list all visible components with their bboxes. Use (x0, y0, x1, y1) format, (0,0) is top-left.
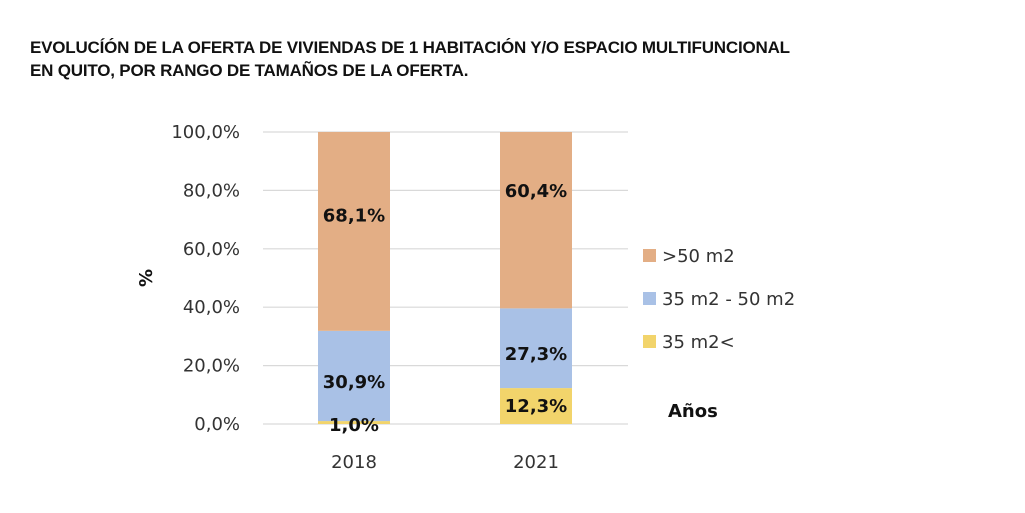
data-label: 12,3% (505, 396, 567, 417)
data-label: 1,0% (329, 415, 379, 436)
bar-segment (318, 330, 390, 422)
bars (318, 132, 572, 424)
y-tick-label: 0,0% (194, 414, 240, 435)
y-axis-label: % (136, 269, 157, 287)
x-tick-label: 2021 (513, 452, 559, 473)
y-axis-ticks: 0,0% 20,0% 40,0% 60,0% 80,0% 100,0% (171, 122, 240, 435)
chart-title: EVOLUCÍÓN DE LA OFERTA DE VIVIENDAS DE 1… (30, 36, 790, 82)
y-tick-label: 20,0% (183, 356, 240, 377)
gridlines (263, 131, 628, 425)
data-label: 68,1% (323, 205, 385, 226)
legend-swatch (643, 292, 656, 305)
legend-item: 35 m2 - 50 m2 (643, 289, 795, 310)
chart-title-line-2: EN QUITO, POR RANGO DE TAMAÑOS DE LA OFE… (30, 61, 469, 80)
data-label: 27,3% (505, 344, 567, 365)
legend-label: 35 m2 - 50 m2 (662, 289, 795, 310)
bar-segment (500, 308, 572, 389)
legend-item: 35 m2< (643, 332, 735, 353)
y-tick-label: 60,0% (183, 239, 240, 260)
bar-segment (500, 132, 572, 309)
bar-segment (500, 388, 572, 424)
y-tick-label: 40,0% (183, 297, 240, 318)
x-axis-ticks: 2018 2021 (331, 452, 559, 473)
legend: >50 m2 35 m2 - 50 m2 35 m2< (643, 246, 795, 353)
legend-swatch (643, 335, 656, 348)
legend-label: >50 m2 (662, 246, 735, 267)
bar-segment (318, 132, 390, 331)
x-axis-title: Años (668, 401, 718, 422)
chart-title-line-1: EVOLUCÍÓN DE LA OFERTA DE VIVIENDAS DE 1… (30, 38, 790, 57)
y-tick-label: 100,0% (171, 122, 240, 143)
legend-item: >50 m2 (643, 246, 735, 267)
legend-swatch (643, 249, 656, 262)
bar-segment (318, 421, 390, 424)
data-labels: 1,0% 30,9% 68,1% 12,3% 27,3% 60,4% (323, 181, 567, 436)
x-tick-label: 2018 (331, 452, 377, 473)
y-tick-label: 80,0% (183, 180, 240, 201)
legend-label: 35 m2< (662, 332, 735, 353)
data-label: 60,4% (505, 181, 567, 202)
data-label: 30,9% (323, 372, 385, 393)
